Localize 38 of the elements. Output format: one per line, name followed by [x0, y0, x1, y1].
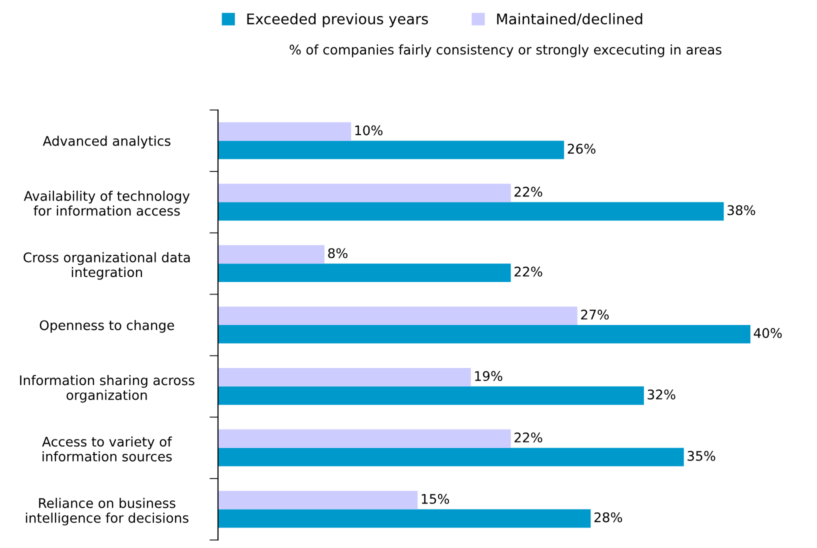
bar — [218, 386, 644, 405]
y-tick-label: Reliance on business intelligence for decisions — [26, 498, 188, 526]
bar — [218, 325, 750, 344]
legend-label: Maintained/declined — [497, 13, 642, 26]
data-label: 22% — [514, 432, 542, 442]
y-tick-label: Openness to change — [40, 320, 174, 333]
data-label: 35% — [688, 450, 716, 461]
data-label: 22% — [514, 186, 542, 197]
bar — [218, 368, 471, 386]
data-label: 27% — [581, 310, 609, 320]
bar — [218, 490, 418, 510]
bar — [218, 429, 511, 448]
bar — [218, 122, 352, 141]
bar — [218, 184, 511, 202]
bar — [218, 448, 684, 466]
data-label: 38% — [728, 205, 756, 216]
bar — [218, 245, 324, 264]
data-label: 26% — [568, 144, 596, 154]
chart-title: % of companies fairly consistency or strongly excecuting in areas — [290, 44, 722, 58]
y-tick-label: Availability of technology for information access — [24, 190, 190, 216]
y-tick-label: Information sharing across organization — [20, 375, 194, 403]
data-label: 32% — [648, 389, 676, 400]
bar — [218, 140, 564, 160]
legend-label: Exceeded previous years — [247, 13, 428, 28]
y-tick-label: Access to variety of information sources — [42, 436, 172, 462]
data-label: 8% — [328, 248, 348, 258]
data-label: 22% — [514, 266, 542, 277]
data-label: 10% — [355, 125, 382, 136]
bar — [218, 306, 578, 325]
y-tick-label: Advanced analytics — [42, 136, 170, 148]
bar — [218, 264, 511, 282]
y-tick-label: Cross organizational data integration — [24, 252, 190, 280]
data-label: 15% — [422, 494, 450, 504]
bar — [218, 509, 591, 528]
data-label: 19% — [475, 371, 502, 382]
bar — [218, 202, 724, 221]
data-label: 28% — [594, 512, 622, 522]
data-label: 40% — [754, 328, 782, 338]
